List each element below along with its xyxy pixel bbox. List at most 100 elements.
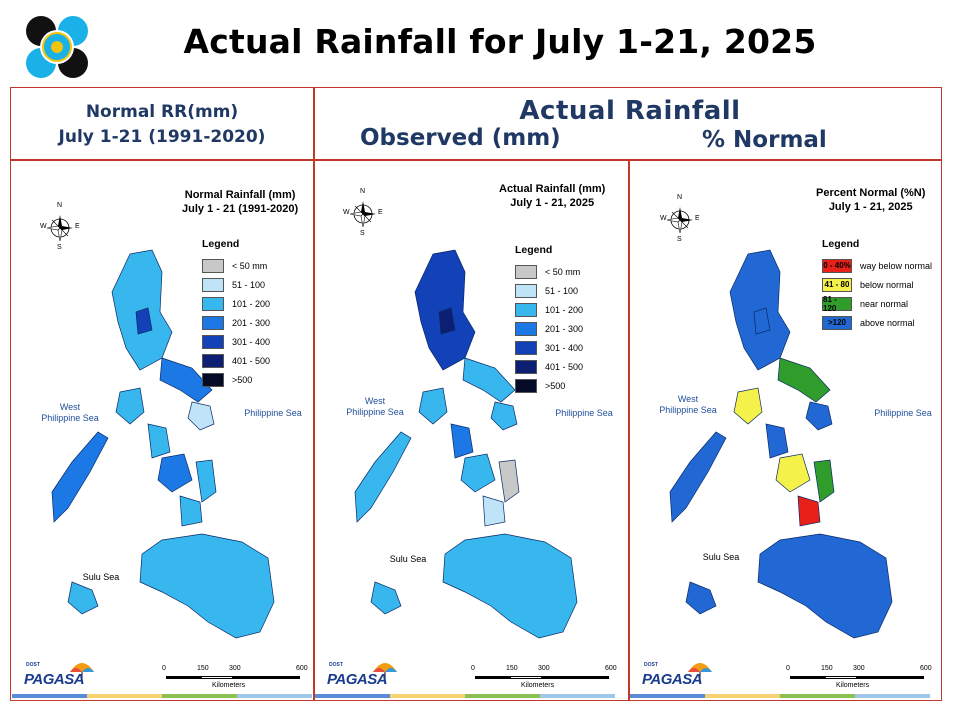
island-region: [450, 423, 474, 459]
legend-label: 201 - 300: [232, 317, 271, 328]
island-region: [187, 401, 215, 431]
header-divider: [10, 159, 942, 161]
scale-tick-label: 600: [920, 665, 932, 672]
content-frame: [10, 87, 942, 701]
island-region: [157, 453, 193, 493]
legend-percent: Legend 0 - 40% way below normal 41 - 80 bel…: [822, 238, 932, 332]
island-region: [753, 307, 771, 335]
sea-label-philippine: Philippine Sea: [874, 408, 932, 418]
map-title-normal: Normal Rainfall (mm) July 1 - 21 (1991-2…: [182, 188, 298, 216]
compass-s: S: [57, 244, 62, 251]
compass-n: N: [57, 202, 63, 209]
legend-swatch: [515, 378, 537, 393]
agency-brand: PAGASA: [24, 671, 85, 688]
legend-swatch: [515, 302, 537, 317]
compass-s: S: [360, 230, 365, 237]
sea-label-sulu: Sulu Sea: [82, 572, 120, 582]
legend-swatch: >120: [822, 315, 852, 330]
umbrella-icon: [688, 663, 712, 678]
footer-color-strip: [540, 694, 615, 698]
compass-w: W: [40, 223, 47, 230]
legend-normal: Legend < 50 mm 51 - 100 101 - 200 201 - 300…: [202, 238, 270, 389]
pagasa-seal-icon: [24, 14, 90, 80]
footer-color-strip: [87, 694, 162, 698]
compass-w: W: [343, 209, 350, 216]
islands-actual: [354, 249, 578, 639]
footer-color-strip: [855, 694, 930, 698]
islands-percent: [669, 249, 893, 639]
sea-label-west-line1: West: [59, 402, 81, 412]
legend-rows: < 50 mm 51 - 100 101 - 200 201 - 300 301 - 4…: [202, 256, 270, 389]
legend-swatch: [515, 283, 537, 298]
sea-label-west-line2: Philippine Sea: [41, 413, 99, 423]
footer-color-strip: [12, 694, 87, 698]
observed-header: Observed (mm): [360, 125, 561, 151]
island-region: [669, 431, 727, 523]
scale-bar-line: [790, 676, 924, 679]
legend-label: 101 - 200: [545, 304, 584, 315]
umbrella-icon: [373, 663, 397, 678]
legend-item: 81 - 120 near normal: [822, 294, 932, 313]
divider-left: [313, 87, 315, 701]
footer-color-strip: [630, 694, 705, 698]
island-region: [805, 401, 833, 431]
scale-tick-label: 150: [197, 665, 209, 672]
page-title: Actual Rainfall for July 1-21, 2025: [183, 22, 817, 61]
scale-bar: 0 150 300 600 Kilometers: [162, 664, 312, 692]
legend-label: way below normal: [860, 260, 933, 271]
compass-e: E: [695, 215, 700, 222]
island-region: [777, 357, 831, 403]
legend-item: 301 - 400: [202, 332, 270, 351]
scale-bar-fill: [201, 676, 233, 679]
scale-tick-label: 0: [162, 665, 166, 672]
footer-color-strip: [390, 694, 465, 698]
legend-item: >500: [202, 370, 270, 389]
island-region: [797, 495, 821, 527]
legend-item: 51 - 100: [515, 281, 583, 300]
legend-label: 301 - 400: [232, 336, 271, 347]
normal-header-line2: July 1-21 (1991-2020): [58, 127, 266, 147]
footer-color-strip: [780, 694, 855, 698]
scale-tick-label: 300: [538, 665, 550, 672]
map-title-percent: Percent Normal (%N) July 1 - 21, 2025: [816, 186, 925, 214]
sea-label-west-line1: West: [677, 394, 699, 404]
agency-small: DOST: [26, 662, 40, 668]
legend-label: 51 - 100: [545, 285, 579, 296]
island-region: [813, 459, 835, 503]
compass-rose-icon: N S W E: [343, 188, 383, 240]
island-region: [498, 459, 520, 503]
legend-swatch: [515, 340, 537, 355]
scale-bar-line: [166, 676, 300, 679]
legend-label: 51 - 100: [232, 279, 266, 290]
percent-normal-map: [669, 249, 893, 639]
compass-w: W: [660, 215, 667, 222]
island-region: [438, 307, 456, 335]
legend-swatch: [202, 353, 224, 368]
legend-swatch: [515, 321, 537, 336]
island-region: [115, 387, 145, 425]
actual-rainfall-map: [354, 249, 578, 639]
map-title-normal-line2: July 1 - 21 (1991-2020): [182, 203, 299, 215]
legend-swatch: [515, 264, 537, 279]
island-region: [354, 431, 412, 523]
island-region: [460, 453, 496, 493]
island-region: [135, 307, 153, 335]
map-title-percent-line2: July 1 - 21, 2025: [828, 201, 913, 213]
scale-unit: Kilometers: [212, 682, 246, 689]
pagasa-logo: DOST PAGASA: [327, 658, 401, 688]
scale-unit: Kilometers: [521, 682, 555, 689]
agency-brand: PAGASA: [642, 671, 703, 688]
compass-e: E: [75, 223, 80, 230]
compass-rose-icon: N S W E: [660, 194, 700, 246]
normal-rainfall-map: [51, 249, 275, 639]
agency-small: DOST: [644, 662, 658, 668]
legend-swatch: [515, 359, 537, 374]
legend-item: 101 - 200: [202, 294, 270, 313]
sea-label-sulu: Sulu Sea: [702, 552, 740, 562]
compass-rose-icon: N S W E: [40, 202, 80, 254]
legend-swatch: [202, 372, 224, 387]
map-panel-actual: Actual Rainfall (mm) July 1 - 21, 2025 L…: [315, 162, 627, 700]
legend-swatch: [202, 334, 224, 349]
legend-label: 401 - 500: [545, 361, 584, 372]
footer-color-strip: [162, 694, 237, 698]
